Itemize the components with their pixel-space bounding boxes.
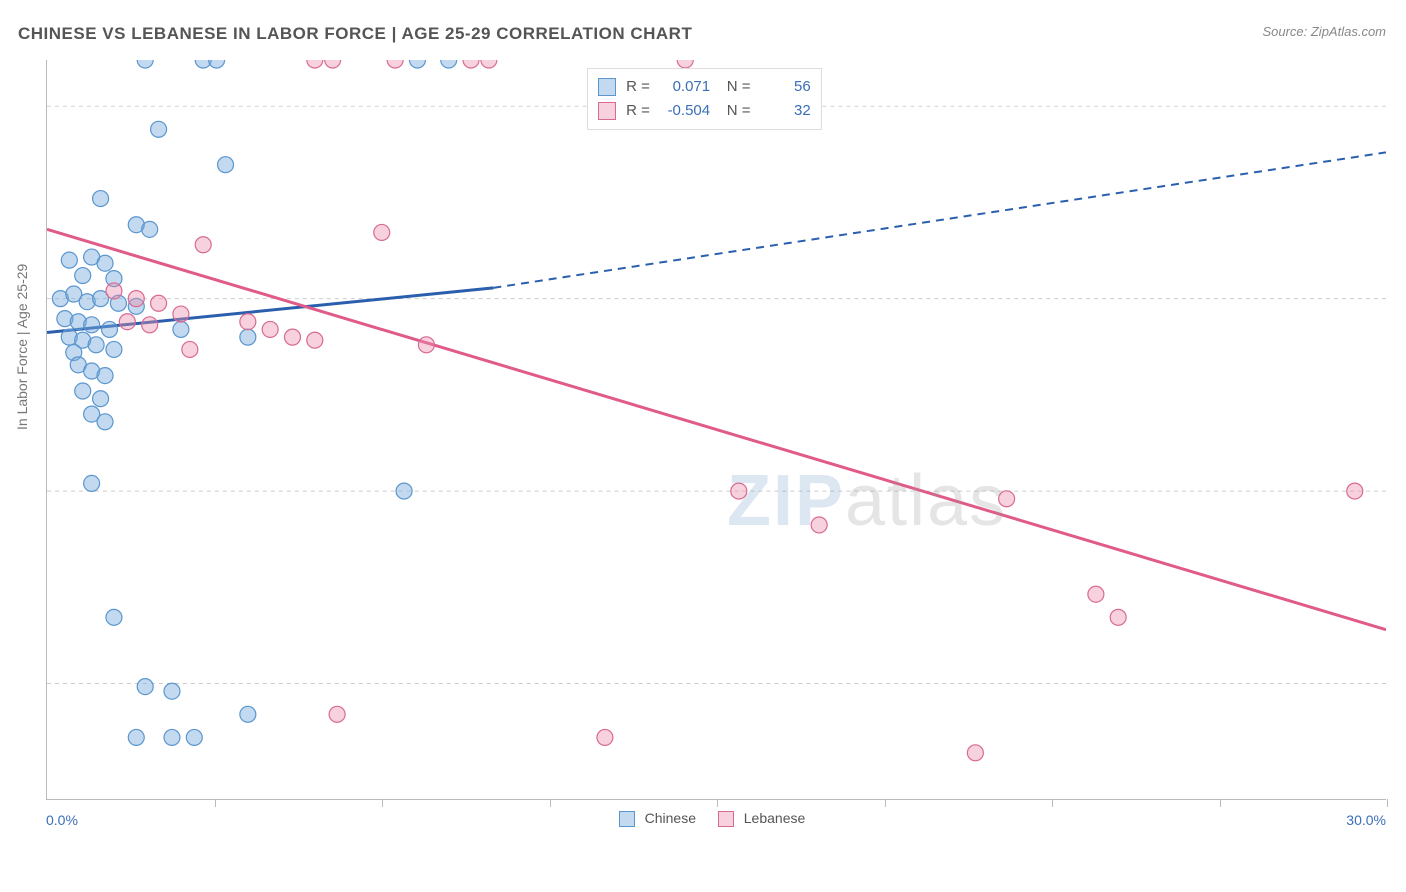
- stats-legend-box: R = 0.071 N = 56 R = -0.504 N = 32: [587, 68, 822, 130]
- plot-area: R = 0.071 N = 56 R = -0.504 N = 32 ZIPat…: [46, 60, 1386, 800]
- legend-swatch-lebanese-icon: [718, 811, 734, 827]
- x-tick: [215, 799, 216, 807]
- y-tick-label: 87.5%: [1398, 291, 1406, 307]
- n-label: N =: [727, 102, 751, 119]
- stats-row-lebanese: R = -0.504 N = 32: [598, 99, 811, 123]
- legend-label-lebanese: Lebanese: [744, 810, 806, 826]
- y-tick-label: 62.5%: [1398, 676, 1406, 692]
- legend-bottom: Chinese Lebanese: [0, 810, 1406, 827]
- x-tick: [1387, 799, 1388, 807]
- swatch-chinese-icon: [598, 78, 616, 96]
- r-value-lebanese: -0.504: [654, 99, 710, 123]
- y-tick-label: 75.0%: [1398, 484, 1406, 500]
- y-tick-label: 100.0%: [1398, 98, 1406, 114]
- x-tick: [717, 799, 718, 807]
- n-value-chinese: 56: [755, 75, 811, 99]
- stats-row-chinese: R = 0.071 N = 56: [598, 75, 811, 99]
- legend-swatch-chinese-icon: [619, 811, 635, 827]
- swatch-lebanese-icon: [598, 102, 616, 120]
- plot-svg: [47, 60, 1386, 799]
- n-value-lebanese: 32: [755, 99, 811, 123]
- x-tick: [1220, 799, 1221, 807]
- r-label: R =: [626, 78, 650, 95]
- x-tick: [550, 799, 551, 807]
- x-tick: [885, 799, 886, 807]
- x-tick: [1052, 799, 1053, 807]
- legend-label-chinese: Chinese: [645, 810, 696, 826]
- chart-container: CHINESE VS LEBANESE IN LABOR FORCE | AGE…: [0, 0, 1406, 892]
- n-label: N =: [727, 78, 751, 95]
- r-label: R =: [626, 102, 650, 119]
- y-axis-label: In Labor Force | Age 25-29: [14, 264, 30, 430]
- x-tick: [382, 799, 383, 807]
- chart-title: CHINESE VS LEBANESE IN LABOR FORCE | AGE…: [18, 24, 692, 44]
- source-label: Source: ZipAtlas.com: [1262, 24, 1386, 39]
- r-value-chinese: 0.071: [654, 75, 710, 99]
